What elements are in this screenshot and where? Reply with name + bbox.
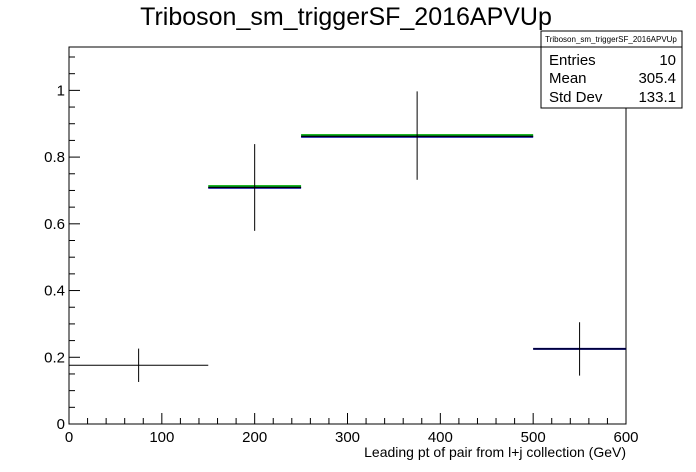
y-tick-label: 0.4 xyxy=(44,283,65,300)
y-axis: 0 0.2 0.4 0.6 0.8 1 xyxy=(44,56,80,433)
y-tick-label: 0.6 xyxy=(44,216,65,233)
y-tick-label: 1 xyxy=(57,82,65,99)
x-axis: 0 100 200 300 400 500 600 xyxy=(65,413,639,446)
stats-stddev-label: Std Dev xyxy=(549,89,603,106)
x-tick-label: 400 xyxy=(428,429,453,446)
chart-title: Triboson_sm_triggerSF_2016APVUp xyxy=(140,3,552,31)
x-axis-label: Leading pt of pair from l+j collection (… xyxy=(364,444,626,460)
stats-box: Triboson_sm_triggerSF_2016APVUp Entries … xyxy=(540,30,683,109)
x-tick-label: 500 xyxy=(521,429,546,446)
data-layer xyxy=(69,91,626,382)
stats-box-title: Triboson_sm_triggerSF_2016APVUp xyxy=(545,35,677,44)
x-tick-label: 200 xyxy=(242,429,267,446)
y-tick-label: 0.2 xyxy=(44,349,65,366)
y-tick-label: 0 xyxy=(57,416,65,433)
x-tick-label: 100 xyxy=(149,429,174,446)
x-tick-label: 0 xyxy=(65,429,73,446)
x-tick-label: 300 xyxy=(335,429,360,446)
stats-entries-label: Entries xyxy=(549,52,596,69)
stats-mean-label: Mean xyxy=(549,70,587,87)
stats-mean-value: 305.4 xyxy=(638,70,676,87)
x-tick-label: 600 xyxy=(613,429,638,446)
stats-stddev-value: 133.1 xyxy=(638,89,676,106)
stats-entries-value: 10 xyxy=(659,52,676,69)
y-tick-label: 0.8 xyxy=(44,149,65,166)
stats-box-frame xyxy=(540,30,683,109)
